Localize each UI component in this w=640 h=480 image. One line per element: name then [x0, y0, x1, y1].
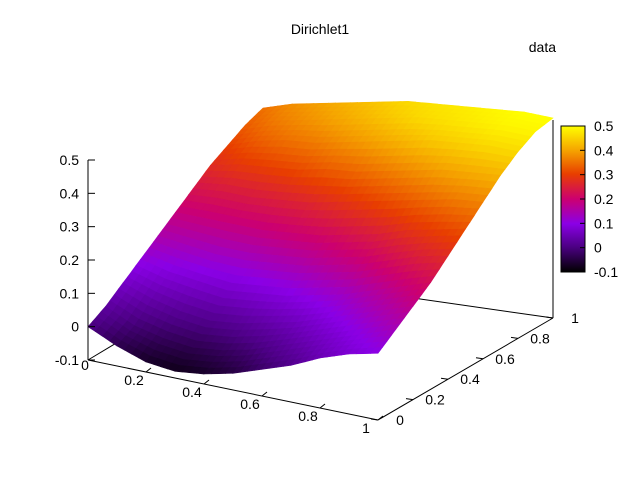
z-tick-label: 0.2: [60, 252, 80, 268]
x-tick-label: 1: [362, 420, 370, 436]
colorbar-tick-label: 0.4: [594, 142, 614, 158]
surface: [87, 100, 554, 375]
z-tick-label: -0.1: [55, 352, 79, 368]
z-tick-label: 0.5: [60, 152, 80, 168]
y-tick-mark: [510, 336, 519, 339]
x-tick-mark: [145, 367, 152, 373]
x-tick-label: 0.4: [182, 384, 202, 400]
x-tick-label: 0.6: [240, 396, 260, 412]
y-tick-label: 0.2: [425, 392, 445, 408]
surface-cell: [370, 347, 384, 354]
y-tick-mark: [545, 316, 554, 319]
x-tick-mark: [377, 415, 384, 421]
z-tick-label: 0.1: [60, 285, 80, 301]
colorbar-tick-label: 0.3: [594, 167, 614, 183]
legend-entry: data: [529, 39, 556, 55]
colorbar-tick-label: 0.1: [594, 215, 614, 231]
x-tick-mark: [261, 391, 268, 397]
x-tick-label: 0.8: [298, 408, 318, 424]
x-tick-mark: [319, 403, 326, 409]
colorbar-tick-label: 0.2: [594, 191, 614, 207]
z-tick-label: 0: [71, 319, 79, 335]
ticks: -0.100.10.20.30.40.500.20.40.60.81 00.20.…: [55, 152, 579, 436]
y-tick-mark: [440, 377, 449, 380]
z-tick-label: 0.4: [60, 185, 80, 201]
x-axis: [87, 359, 379, 421]
colorbar-tick-label: -0.1: [594, 264, 618, 280]
y-tick-label: 0.8: [530, 330, 550, 346]
y-axis: [377, 317, 554, 421]
x-tick-label: 0.2: [124, 372, 144, 388]
y-tick-mark: [405, 398, 414, 401]
y-tick-mark: [370, 418, 379, 421]
x-origin-label: 0: [81, 357, 89, 373]
y-tick-label: 0: [396, 412, 404, 428]
y-tick-label: 0.4: [460, 371, 480, 387]
z-tick-label: 0.3: [60, 219, 80, 235]
x-tick-mark: [203, 379, 210, 385]
chart-title: Dirichlet1: [291, 21, 350, 37]
y-tick-label: 0.6: [495, 351, 515, 367]
colorbar-tick-label: 0.5: [594, 118, 614, 134]
y-tick-label: 1: [571, 310, 579, 326]
colorbar-ticks: -0.1 0 0.1 0.2 0.3 0.4 0.5: [580, 118, 618, 280]
colorbar-tick-label: 0: [594, 240, 602, 256]
y-tick-mark: [475, 357, 484, 360]
